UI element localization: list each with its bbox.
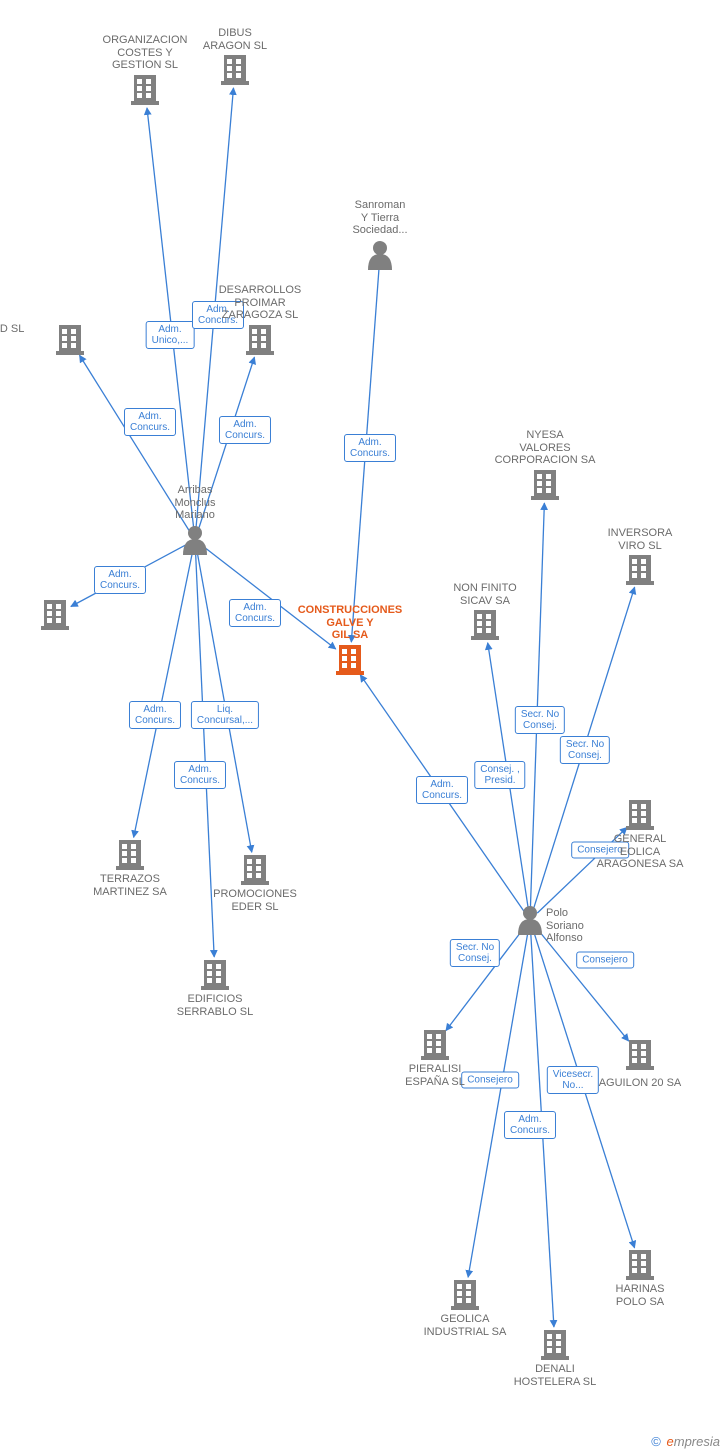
edge-label: Adm. Concurs. [229,599,281,627]
edge [147,108,194,530]
company-icon [241,855,269,885]
edge [80,355,190,531]
edge [468,930,528,1277]
company-icon [531,470,559,500]
network-canvas [0,0,728,1455]
edge-label: Adm. Concurs. [124,408,176,436]
company-icon [246,325,274,355]
edge-label: Adm. Concurs. [344,434,396,462]
company-icon [626,1250,654,1280]
edge-label: Secr. No Consej. [515,706,565,734]
edge-label: Adm. Concurs. [504,1111,556,1139]
edge [537,827,627,913]
person-icon [518,906,542,935]
edge-label: Vicesecr. No... [547,1066,599,1094]
company-icon [56,325,84,355]
edge-label: Adm. Concurs. [174,761,226,789]
company-icon [41,600,69,630]
edge-label: Liq. Concursal,... [191,701,259,729]
edge-label: Adm. Concurs. [129,701,181,729]
edge-label: Consej. , Presid. [474,761,525,789]
edge-label: Adm. Unico,... [146,321,195,349]
company-icon [131,75,159,105]
edge-label: Consejero [576,952,634,969]
company-icon [421,1030,449,1060]
edge [203,546,336,649]
edge-label: Consejero [461,1072,519,1089]
company-icon [116,840,144,870]
edge [195,550,214,957]
edge-label: Secr. No Consej. [450,939,500,967]
footer-copyright: © empresia [651,1434,720,1449]
edge-label: Adm. Concurs. [416,776,468,804]
person-icon [368,241,392,270]
edge-label: Adm. Concurs. [94,566,146,594]
person-icon [183,526,207,555]
company-icon [451,1280,479,1310]
company-icon [541,1330,569,1360]
brand-rest: mpresia [674,1434,720,1449]
company-icon [626,800,654,830]
copyright-symbol: © [651,1434,661,1449]
company-icon [471,610,499,640]
company-icon [221,55,249,85]
edge-label: Secr. No Consej. [560,736,610,764]
edge-label: Adm. Concurs. [219,416,271,444]
company-icon [201,960,229,990]
company-icon [626,555,654,585]
company-icon [626,1040,654,1070]
company-icon [336,645,364,675]
brand-e: e [667,1434,674,1449]
edge-label: Consejero [571,842,629,859]
edge-label: Adm. Concurs. [192,301,244,329]
